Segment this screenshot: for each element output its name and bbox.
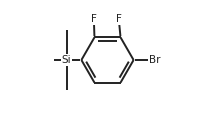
Text: Br: Br [149, 55, 160, 65]
Text: Si: Si [62, 55, 71, 65]
Text: F: F [116, 14, 122, 24]
Text: F: F [91, 14, 97, 24]
